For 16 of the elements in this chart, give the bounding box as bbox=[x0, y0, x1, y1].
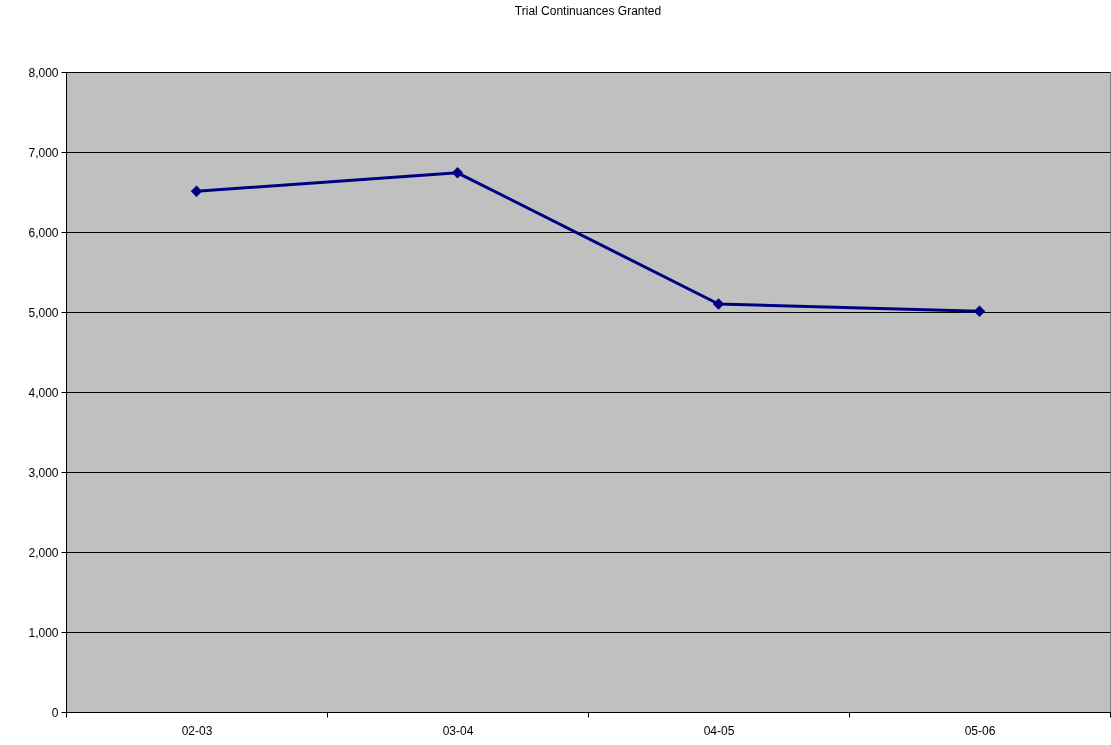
point bbox=[451, 167, 464, 179]
x-tick-label: 05-06 bbox=[964, 723, 996, 738]
x-tick-label: 03-04 bbox=[442, 723, 474, 738]
y-tick-label: 2,000 bbox=[28, 545, 59, 560]
y-tick-label: 6,000 bbox=[28, 225, 59, 240]
chart-title: Trial Continuances Granted bbox=[514, 4, 662, 18]
y-tick-label: 0 bbox=[51, 705, 59, 720]
x-tick-label: 02-03 bbox=[181, 723, 213, 738]
y-tick-label: 5,000 bbox=[28, 305, 59, 320]
y-tick-label: 3,000 bbox=[28, 465, 59, 480]
y-tick-label: 8,000 bbox=[28, 65, 59, 80]
point bbox=[190, 185, 203, 197]
y-tick-label: 4,000 bbox=[28, 385, 59, 400]
y-tick-label: 1,000 bbox=[28, 625, 59, 640]
y-tick-label: 7,000 bbox=[28, 145, 59, 160]
x-tick-label: 04-05 bbox=[703, 723, 735, 738]
